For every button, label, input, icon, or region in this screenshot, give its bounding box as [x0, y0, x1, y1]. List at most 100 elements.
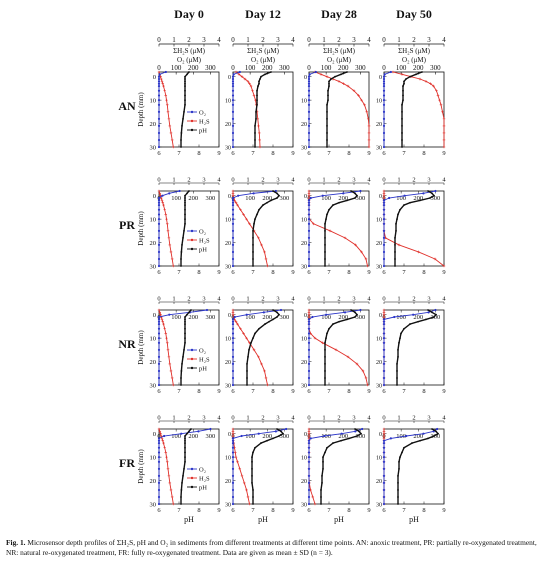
o2-point	[307, 99, 311, 102]
o2-point	[307, 77, 311, 81]
ph-point	[394, 236, 396, 239]
h2s-point	[307, 311, 311, 314]
depth-tick-label: 20	[150, 240, 157, 247]
ph-point	[397, 496, 399, 498]
o2-point	[382, 369, 386, 373]
h2s-axis-label: ΣH₂S (μM)	[247, 47, 280, 55]
h2s-tick-label: 2	[187, 296, 190, 303]
o2-point	[231, 439, 235, 442]
ph-point	[246, 384, 248, 386]
depth-tick-label: 30	[225, 265, 231, 271]
h2s-point	[170, 495, 174, 499]
o2-point	[412, 313, 415, 316]
ph-point	[184, 332, 186, 335]
ph-tick-label: 9	[367, 507, 370, 514]
depth-tick-label: 30	[301, 146, 307, 152]
ph-point	[252, 229, 254, 232]
h2s-point	[382, 434, 386, 438]
h2s-tick-label: 0	[307, 36, 311, 44]
ph-point	[264, 323, 266, 325]
h2s-point	[360, 98, 363, 102]
ph-point	[325, 337, 327, 340]
ph-point	[324, 222, 326, 225]
o2-point	[178, 189, 181, 193]
h2s-tick-label: 3	[202, 177, 205, 184]
ph-point	[184, 218, 186, 221]
h2s-point	[328, 229, 332, 233]
o2-point	[164, 70, 167, 74]
h2s-tick-label: 0	[157, 296, 160, 303]
panel-frame	[383, 428, 445, 505]
o2-point	[307, 322, 311, 326]
o2-point	[307, 82, 311, 85]
depth-tick-label: 10	[301, 99, 307, 105]
h2s-point	[168, 481, 172, 485]
o2-point	[311, 315, 314, 319]
legend-h2s-label: H₂S	[199, 357, 210, 364]
h2s-point	[165, 98, 168, 102]
o2-point	[321, 194, 324, 197]
o2-point	[307, 218, 311, 221]
o2-point	[157, 332, 161, 335]
ph-point	[324, 229, 326, 232]
ph-point	[417, 320, 419, 323]
o2-point	[231, 337, 235, 340]
h2s-point	[165, 222, 169, 226]
depth-tick-label: 20	[225, 122, 231, 128]
h2s-point	[442, 264, 446, 268]
o2-point	[307, 439, 311, 442]
ph-point	[401, 117, 403, 120]
o2-point	[157, 99, 161, 102]
h2s-axis-label: ΣH₂S (μM)	[323, 47, 356, 55]
h2s-point	[234, 201, 238, 205]
ph-line	[180, 309, 192, 385]
o2-tick-label: 200	[413, 64, 424, 72]
o2-point	[157, 488, 161, 492]
h2s-point	[364, 257, 368, 261]
h2s-tick-label: 2	[187, 177, 190, 184]
h2s-tick-label: 3	[352, 296, 355, 303]
ph-point	[276, 192, 278, 195]
depth-tick-label: 10	[225, 337, 231, 343]
depth-tick-label: 0	[379, 75, 382, 81]
h2s-point	[418, 77, 422, 81]
ph-point	[184, 213, 186, 216]
o2-point	[231, 474, 235, 477]
ph-point	[435, 313, 437, 316]
h2s-point	[441, 110, 444, 114]
o2-line	[308, 71, 317, 147]
ph-point	[402, 89, 404, 92]
ph-point	[431, 311, 433, 314]
ph-point	[182, 474, 184, 477]
o2-tick-label: 100	[321, 195, 331, 202]
h2s-point	[382, 315, 386, 319]
o2-point	[157, 495, 161, 499]
h2s-point	[165, 217, 168, 221]
ph-point	[258, 82, 260, 85]
ph-point	[394, 265, 396, 267]
ph-point	[346, 71, 348, 73]
ph-point	[257, 85, 259, 87]
o2-line	[383, 428, 438, 504]
depth-tick-label: 30	[225, 503, 231, 509]
ph-point	[260, 75, 262, 78]
ph-line	[326, 71, 348, 147]
legend-o2-marker	[190, 348, 194, 352]
o2-point	[157, 474, 161, 477]
h2s-tick-label: 1	[397, 296, 400, 303]
ph-point	[321, 482, 323, 484]
depth-tick-label: 30	[376, 384, 382, 390]
ph-tick-label: 9	[291, 269, 294, 276]
ph-tick-label: 6	[307, 150, 311, 157]
ph-point	[328, 85, 330, 87]
h2s-point	[436, 94, 440, 97]
ph-point	[402, 85, 404, 87]
ph-tick-label: 9	[217, 507, 220, 514]
o2-point	[157, 229, 161, 232]
h2s-point	[313, 336, 317, 340]
h2s-point	[159, 313, 162, 316]
ph-point	[254, 139, 256, 141]
h2s-point	[433, 257, 437, 261]
